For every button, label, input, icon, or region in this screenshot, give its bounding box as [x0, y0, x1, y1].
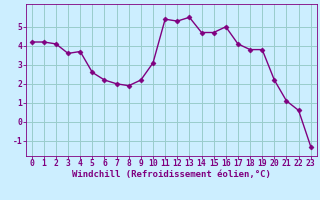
X-axis label: Windchill (Refroidissement éolien,°C): Windchill (Refroidissement éolien,°C)	[72, 170, 271, 179]
